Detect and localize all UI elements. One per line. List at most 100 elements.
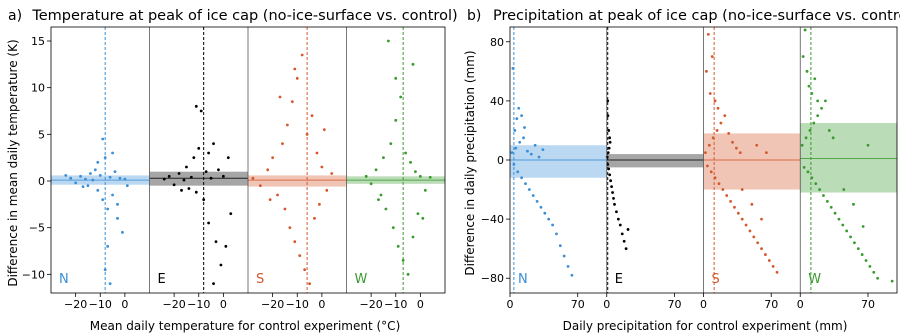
y-tick-label: 40 [490,95,504,108]
data-point [856,247,860,251]
x-tick-label: 70 [571,298,585,311]
spread-band [510,145,607,178]
data-point [182,178,186,182]
data-point [520,114,524,118]
data-point [204,170,208,174]
data-point [833,211,837,215]
data-point [612,197,615,200]
data-point [841,223,845,227]
data-point [807,84,811,88]
data-point [764,253,767,256]
data-point [543,211,547,215]
data-point [613,202,616,206]
data-point [624,247,628,251]
data-point [822,194,825,197]
data-point [207,221,211,225]
data-point [733,205,736,209]
data-point [391,226,395,230]
x-tick-label: −10 [384,298,407,311]
data-point [609,179,613,183]
data-point [389,142,393,146]
data-point [513,129,517,132]
data-point [608,173,612,177]
data-point [123,177,127,181]
x-tick-label: −20 [360,298,383,311]
data-point [606,114,610,118]
data-point [411,235,415,239]
data-point [364,174,368,178]
subpanel-a-n: N −20 −10 0 [51,27,150,311]
data-point [510,151,514,155]
data-point [524,182,527,186]
data-point [705,164,709,168]
data-point [113,170,117,174]
data-point [409,160,412,164]
data-point [229,212,233,216]
data-point [81,185,85,189]
data-point [810,92,814,95]
data-point [570,273,574,277]
panel-b-title: Precipitation at peak of ice cap (no-ice… [493,8,900,24]
panel-b-frame [509,26,898,294]
data-point [177,172,181,175]
data-point [829,205,833,209]
data-point [760,247,763,251]
data-point [96,188,100,192]
data-point [562,254,566,258]
data-point [767,259,771,262]
data-point [805,69,809,73]
data-point [298,254,302,258]
data-point [771,265,775,268]
data-point [608,136,612,140]
data-point [325,188,329,192]
data-point [818,188,821,191]
data-point [756,241,760,245]
data-point [721,188,725,191]
data-point [251,176,255,180]
data-point [89,172,92,175]
data-point [825,199,829,203]
data-point [86,184,90,188]
data-point [547,217,551,221]
data-point [716,106,720,110]
data-point [611,191,614,194]
data-point [704,151,707,155]
data-point [379,193,383,197]
data-point [852,202,855,206]
data-point [194,104,198,108]
data-point [813,77,817,81]
panel-b-xlabel: Daily precipitation for control experime… [563,319,848,333]
data-point [555,232,558,236]
data-point [386,39,390,43]
data-point [738,151,742,155]
data-point [734,146,738,150]
data-point [399,95,403,99]
data-point [111,193,114,197]
data-point [516,170,520,174]
subpanel-b-n: N0 70 [507,27,607,311]
data-point [800,143,804,147]
data-point [727,132,731,135]
data-point [320,165,324,169]
data-point [764,151,768,155]
data-point [369,182,373,186]
data-point [872,270,876,274]
x-tick-label: 0 [603,298,610,311]
data-point [511,66,515,70]
data-point [423,188,427,192]
data-point [744,223,748,227]
data-point [108,175,112,179]
data-point [615,210,618,214]
data-point [890,279,894,283]
panel-b-label: b) [467,8,481,24]
data-point [708,92,712,95]
subpanel-b-e: E0 70 [603,27,704,311]
data-point [406,272,410,276]
panel-a-ylabel: Difference in mean daily temperature (K) [6,39,20,286]
data-point [531,194,535,197]
data-point [868,265,872,268]
data-point [268,198,272,202]
data-point [93,168,97,172]
subpanel-a-s: S −20 −10 0 [247,27,347,311]
data-point [283,207,287,211]
